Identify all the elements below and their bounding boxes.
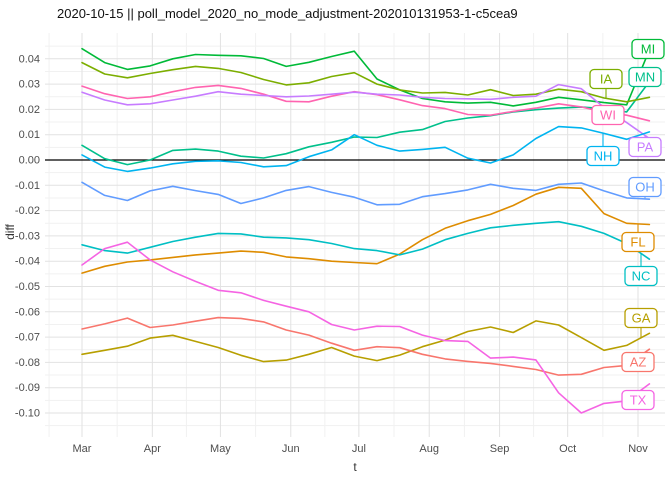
x-axis-title: t xyxy=(353,460,357,474)
state-label-text: OH xyxy=(635,180,655,195)
state-labels: MI MN IA WI PA NH OH FL NC GA AZ TX xyxy=(586,38,665,411)
y-tick-label: -0.05 xyxy=(15,281,40,293)
series-line-FL xyxy=(81,186,651,274)
state-label-GA: GA xyxy=(624,307,658,329)
series-line-IA xyxy=(81,61,651,103)
series-line-WI xyxy=(81,84,651,122)
state-label-text: NH xyxy=(594,149,613,164)
state-label-PA: PA xyxy=(628,136,662,158)
y-tick-label: -0.04 xyxy=(15,256,40,268)
y-axis-tick-labels: 0.04 0.03 0.02 0.01 0.00 -0.01 -0.02 -0.03 -0.04… xyxy=(15,53,40,419)
state-label-text: WI xyxy=(600,108,616,123)
state-label-FL: FL xyxy=(621,231,655,253)
series-lines xyxy=(81,47,651,414)
state-label-text: TX xyxy=(630,393,647,408)
state-label-MI: MI xyxy=(631,38,665,60)
y-tick-label: -0.02 xyxy=(15,205,40,217)
grid-major xyxy=(45,33,665,437)
y-tick-label: -0.08 xyxy=(15,357,40,369)
state-label-text: GA xyxy=(632,311,651,326)
y-tick-label: -0.07 xyxy=(15,332,40,344)
y-tick-label: 0.04 xyxy=(19,53,40,65)
x-tick-label: Apr xyxy=(144,443,161,455)
state-label-TX: TX xyxy=(621,389,655,411)
state-label-text: PA xyxy=(637,140,654,155)
state-label-IA: IA xyxy=(589,68,623,90)
state-label-MN: MN xyxy=(628,66,662,88)
state-label-WI: WI xyxy=(591,104,625,126)
x-tick-label: Sep xyxy=(490,443,510,455)
y-tick-label: -0.10 xyxy=(15,408,40,420)
grid-minor xyxy=(45,33,665,437)
state-label-text: IA xyxy=(600,72,613,87)
series-line-OH xyxy=(81,181,651,206)
state-label-text: MN xyxy=(635,70,655,85)
x-tick-label: Jul xyxy=(352,443,366,455)
series-line-GA xyxy=(81,320,651,363)
series-line-TX xyxy=(81,241,651,414)
x-tick-label: Mar xyxy=(73,443,92,455)
state-label-OH: OH xyxy=(628,176,662,198)
y-tick-label: 0.02 xyxy=(19,104,40,116)
chart-title: 2020-10-15 || poll_model_2020_no_mode_ad… xyxy=(57,6,518,21)
y-tick-label: -0.09 xyxy=(15,382,40,394)
x-tick-label: Oct xyxy=(559,443,576,455)
y-tick-label: 0.03 xyxy=(19,79,40,91)
y-tick-label: -0.01 xyxy=(15,180,40,192)
state-label-NH: NH xyxy=(586,145,620,167)
x-tick-label: Jun xyxy=(282,443,300,455)
y-tick-label: -0.03 xyxy=(15,230,40,242)
series-line-MN xyxy=(81,80,651,166)
series-line-NH xyxy=(81,125,651,173)
series-line-NC xyxy=(81,220,651,261)
series-line-PA xyxy=(81,83,651,140)
state-label-AZ: AZ xyxy=(621,351,655,373)
series-line-MI xyxy=(81,47,651,107)
y-tick-label: 0.00 xyxy=(19,155,40,167)
y-tick-label: -0.06 xyxy=(15,306,40,318)
x-tick-label: Nov xyxy=(628,443,648,455)
state-label-text: MI xyxy=(641,42,655,57)
state-label-NC: NC xyxy=(624,265,658,287)
x-tick-label: Aug xyxy=(419,443,439,455)
state-label-text: AZ xyxy=(630,355,647,370)
x-axis-tick-labels: Mar Apr May Jun Jul Aug Sep Oct Nov xyxy=(73,443,649,455)
state-label-text: NC xyxy=(632,269,651,284)
x-tick-label: May xyxy=(210,443,231,455)
series-line-AZ xyxy=(81,316,651,376)
y-tick-label: 0.01 xyxy=(19,129,40,141)
state-label-text: FL xyxy=(630,235,645,250)
